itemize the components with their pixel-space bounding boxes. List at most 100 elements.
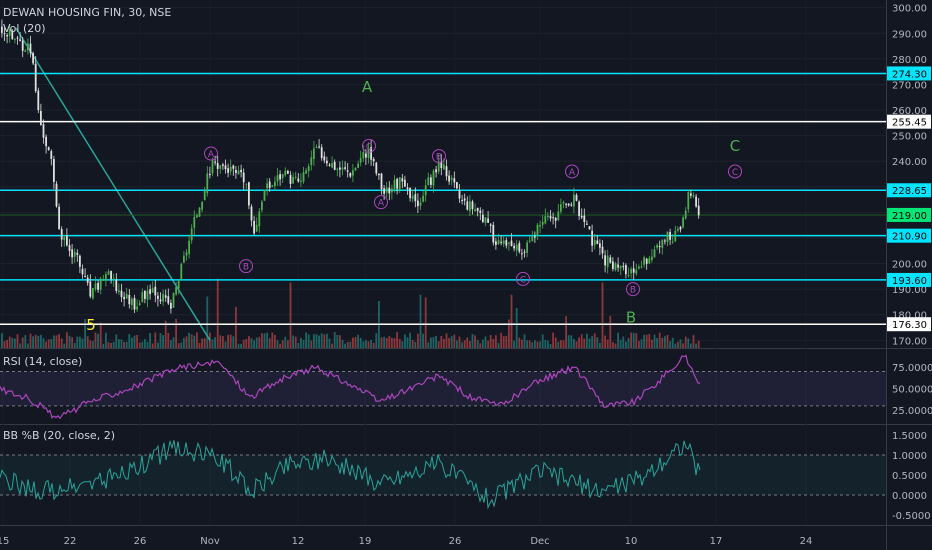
level-tag-text: 274.30 xyxy=(892,69,927,80)
volume-bar xyxy=(326,333,328,348)
level-tag-176.30[interactable] xyxy=(887,317,931,332)
candle-body xyxy=(151,288,154,293)
candle-body xyxy=(177,280,180,289)
volume-bar xyxy=(471,334,474,348)
candle-body xyxy=(209,173,211,175)
volume-bar xyxy=(242,339,245,348)
candle-body xyxy=(604,255,606,266)
wave-circle-B xyxy=(626,282,640,297)
volume-bar xyxy=(276,340,279,348)
level-tag-274.30[interactable] xyxy=(887,66,931,81)
volume-bar xyxy=(302,339,305,348)
candle-body xyxy=(526,242,528,253)
volume-bar xyxy=(45,341,47,348)
price-tick-label: 250.00 xyxy=(892,132,927,143)
candle-body xyxy=(479,210,482,213)
candle-body xyxy=(450,177,453,180)
candle-body xyxy=(271,185,274,187)
price-axis[interactable]: 300.00 290.00 280.00 270.00 260.00 250.00 240.… xyxy=(887,4,932,522)
volume-bar xyxy=(292,335,294,348)
candle-body xyxy=(359,158,362,163)
horizontal-levels[interactable] xyxy=(0,72,886,325)
candle-body xyxy=(625,265,627,275)
volume-bar xyxy=(287,340,289,348)
volume-bar xyxy=(625,341,627,348)
volume-bar xyxy=(19,343,21,348)
candle-body xyxy=(596,240,599,244)
candle-body xyxy=(141,292,144,302)
level-tag-210.90[interactable] xyxy=(887,228,931,243)
volume-bar xyxy=(482,339,484,348)
volume-bar xyxy=(94,332,97,348)
volume-bar xyxy=(432,337,435,348)
volume-bar xyxy=(183,337,185,348)
volume-bar xyxy=(414,341,417,348)
level-tag-219.00[interactable] xyxy=(887,207,931,222)
volume-bar xyxy=(372,342,375,348)
volume-bar xyxy=(6,340,8,348)
time-tick-label: 24 xyxy=(800,536,813,547)
candle-body xyxy=(14,38,16,40)
volume-bar xyxy=(47,339,50,348)
candle-body xyxy=(500,241,502,243)
volume-bar xyxy=(198,342,201,348)
volume-bar xyxy=(110,342,112,348)
candle-body xyxy=(690,193,692,196)
rsi-tick-label: 75.0000 xyxy=(892,363,932,374)
trendline[interactable] xyxy=(15,27,211,341)
time-axis[interactable]: 15 22 26 Nov 12 19 26 Dec 10 17 24 xyxy=(0,536,812,547)
wave-circle-C xyxy=(516,271,530,286)
volume-bar xyxy=(151,343,154,348)
candle-body xyxy=(534,236,536,238)
candle-body xyxy=(144,290,146,299)
bb-legend[interactable]: BB %B (20, close, 2) xyxy=(3,429,115,442)
level-tag-193.60[interactable] xyxy=(887,272,931,287)
candle-body xyxy=(469,201,471,212)
volume-bar xyxy=(547,340,549,348)
volume-bar xyxy=(206,296,209,348)
candle-body xyxy=(437,161,440,172)
candle-body xyxy=(183,255,185,263)
volume-bar xyxy=(536,341,539,348)
symbol-title[interactable]: DEWAN HOUSING FIN, 30, NSE xyxy=(3,6,172,19)
candle-body xyxy=(261,201,263,211)
volume-bar xyxy=(666,335,669,348)
level-tag-255.45[interactable] xyxy=(887,114,931,129)
volume-bar xyxy=(50,339,53,348)
volume-bar xyxy=(255,337,258,348)
volume-bar xyxy=(466,337,469,348)
trendline-segment[interactable] xyxy=(15,27,211,341)
candle-body xyxy=(170,303,172,309)
volume-bar xyxy=(640,339,643,348)
volume-bar xyxy=(42,338,45,348)
candle-body xyxy=(120,290,123,298)
volume-bar xyxy=(541,334,544,348)
candle-body xyxy=(385,187,388,193)
volume-bar xyxy=(32,336,34,348)
candle-body xyxy=(198,207,201,217)
candle-body xyxy=(448,175,450,182)
wave-minor-label-A: A xyxy=(569,168,576,178)
volume-bar xyxy=(531,342,534,348)
candle-body xyxy=(21,40,24,51)
candle-body xyxy=(578,201,580,217)
volume-bar xyxy=(476,340,479,348)
level-tag-228.65[interactable] xyxy=(887,183,931,198)
volume-bar xyxy=(463,340,466,348)
candle-body xyxy=(547,215,549,217)
volume-bar xyxy=(523,334,526,348)
candle-body xyxy=(58,206,60,230)
time-tick-label: 15 xyxy=(0,536,9,547)
candle-body xyxy=(627,274,630,276)
candle-body xyxy=(138,303,141,306)
volume-bar xyxy=(365,340,367,348)
volume-bar xyxy=(357,334,359,348)
volume-bar xyxy=(448,338,450,348)
volume-bar xyxy=(510,294,513,348)
volume-legend[interactable]: Vol (20) xyxy=(3,22,46,35)
price-tick-label: 290.00 xyxy=(892,29,927,40)
rsi-legend[interactable]: RSI (14, close) xyxy=(3,355,83,368)
candle-body xyxy=(281,174,284,179)
volume-bar xyxy=(97,333,99,348)
